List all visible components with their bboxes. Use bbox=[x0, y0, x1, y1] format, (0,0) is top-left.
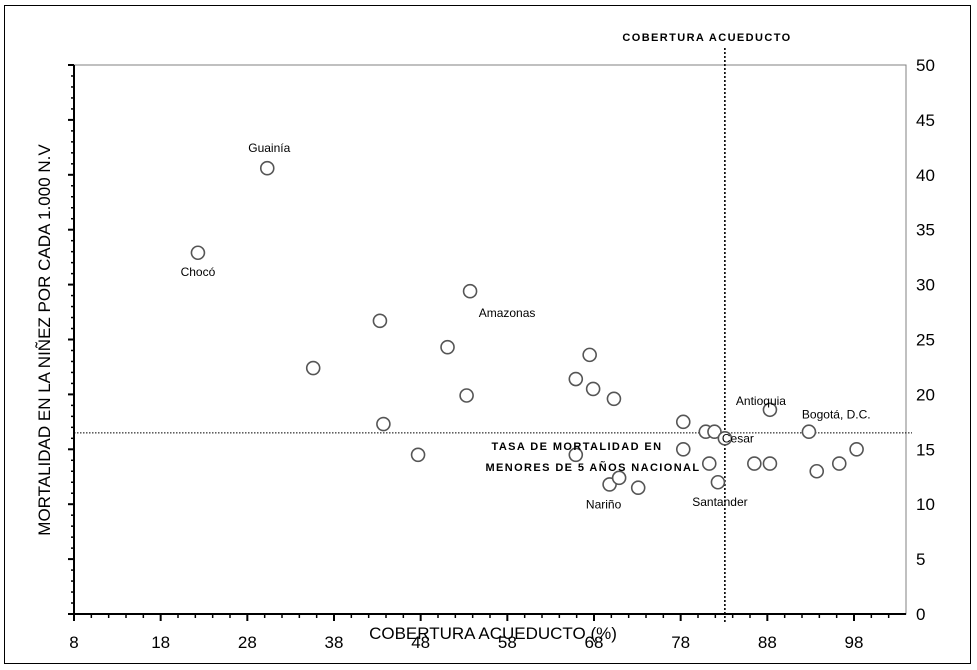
x-tick-label: 18 bbox=[151, 633, 170, 652]
data-point bbox=[630, 480, 646, 496]
data-point bbox=[849, 441, 864, 457]
x-tick-label: 38 bbox=[325, 633, 344, 652]
point-label: Amazonas bbox=[479, 306, 536, 320]
chart-frame bbox=[4, 5, 971, 664]
horizontal-reference-label-line1: TASA DE MORTALIDAD EN bbox=[492, 441, 663, 453]
point-labels: Chocó Guainía Amazonas Nariño Santander Cesar… bbox=[181, 141, 871, 511]
data-point bbox=[410, 447, 426, 463]
y-tick-label: 25 bbox=[916, 331, 935, 350]
data-point bbox=[582, 347, 597, 363]
y-axis-title: MORTALIDAD EN LA NIÑEZ POR CADA 1.000 N.… bbox=[35, 144, 54, 536]
data-point bbox=[305, 360, 321, 376]
y-tick-label: 45 bbox=[916, 111, 935, 130]
point-label: Cesar bbox=[722, 431, 754, 445]
point-label: Nariño bbox=[586, 497, 622, 511]
data-point bbox=[801, 424, 817, 440]
y-tick-label: 0 bbox=[916, 605, 925, 624]
x-tick-label: 78 bbox=[671, 633, 690, 652]
data-point bbox=[376, 416, 391, 432]
y-tick-label: 5 bbox=[916, 550, 925, 569]
data-point bbox=[462, 283, 478, 299]
x-tick-label: 98 bbox=[845, 633, 864, 652]
y-axis: 0 5 10 15 20 25 30 35 40 45 50 bbox=[68, 56, 935, 624]
data-point bbox=[701, 456, 717, 471]
x-tick-label: 88 bbox=[758, 633, 777, 652]
data-point bbox=[372, 313, 388, 329]
point-label: Chocó bbox=[181, 265, 216, 279]
y-tick-label: 50 bbox=[916, 56, 935, 75]
point-label: Bogotá, D.C. bbox=[802, 408, 871, 422]
data-point bbox=[459, 388, 474, 403]
data-point bbox=[707, 424, 722, 440]
x-tick-label: 48 bbox=[411, 633, 430, 652]
data-point bbox=[710, 474, 726, 490]
point-label: Guainía bbox=[248, 141, 290, 155]
data-point bbox=[440, 339, 455, 355]
vertical-reference-label: COBERTURA ACUEDUCTO bbox=[622, 32, 791, 44]
y-tick-label: 10 bbox=[916, 495, 935, 514]
horizontal-reference-label-line2: MENORES DE 5 AÑOS NACIONAL bbox=[485, 461, 700, 474]
data-point bbox=[611, 470, 627, 486]
data-point bbox=[747, 456, 762, 471]
data-point bbox=[585, 381, 601, 397]
x-axis-title: COBERTURA ACUEDUCTO (%) bbox=[369, 624, 617, 643]
y-tick-label: 40 bbox=[916, 166, 935, 185]
data-point bbox=[675, 441, 691, 457]
data-point bbox=[568, 371, 584, 387]
x-tick-label: 68 bbox=[585, 633, 604, 652]
x-tick-label: 58 bbox=[498, 633, 517, 652]
point-label: Antioquia bbox=[736, 394, 786, 408]
data-point bbox=[259, 160, 275, 176]
data-point bbox=[606, 391, 622, 407]
data-point bbox=[190, 245, 206, 261]
x-tick-label: 8 bbox=[69, 633, 78, 652]
plot-area bbox=[73, 64, 907, 615]
data-points bbox=[190, 160, 864, 496]
data-point bbox=[717, 431, 733, 446]
x-tick-label: 28 bbox=[238, 633, 257, 652]
y-tick-label: 15 bbox=[916, 440, 935, 459]
data-point bbox=[831, 456, 847, 471]
y-tick-label: 20 bbox=[916, 385, 935, 404]
y-tick-label: 30 bbox=[916, 276, 935, 295]
data-point bbox=[675, 414, 691, 430]
data-point bbox=[762, 402, 778, 418]
data-point bbox=[762, 456, 778, 471]
point-label: Santander bbox=[692, 495, 747, 509]
data-point bbox=[568, 447, 584, 463]
y-tick-label: 35 bbox=[916, 221, 935, 240]
data-point bbox=[809, 463, 825, 479]
